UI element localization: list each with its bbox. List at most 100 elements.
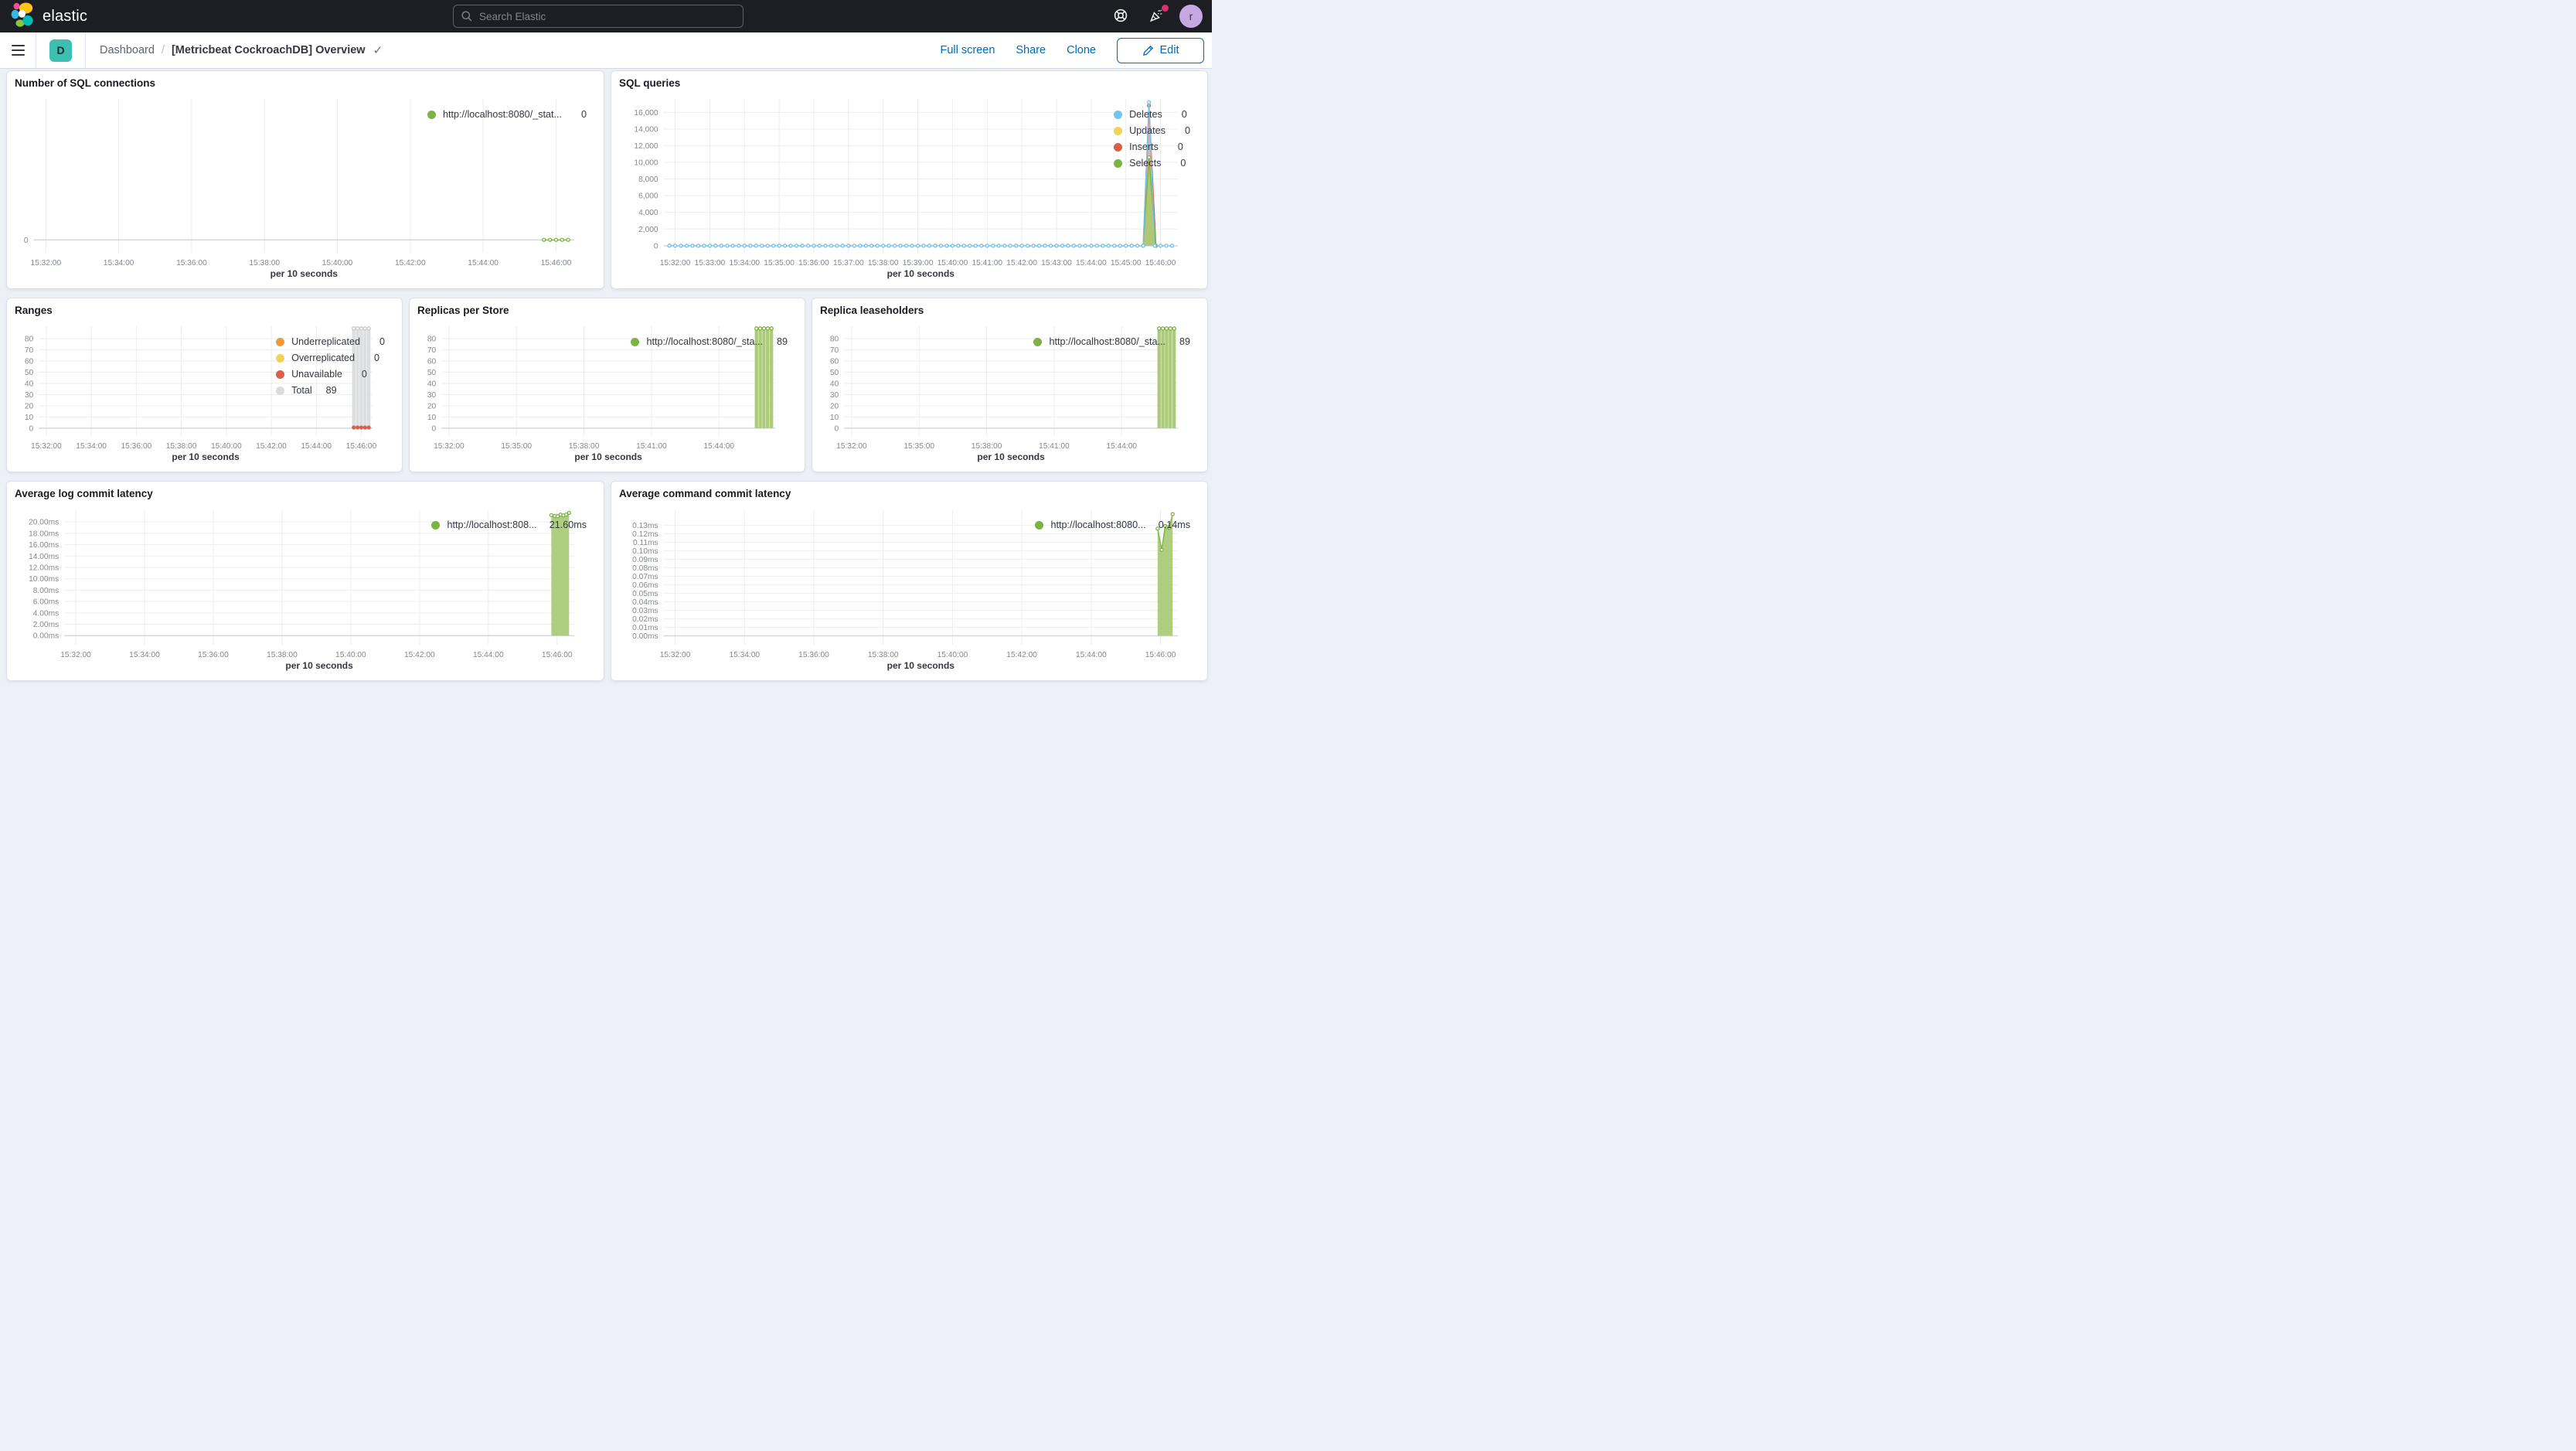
chart-legend: http://localhost:8080... 0.14ms [1030,503,1200,673]
legend-swatch-icon [1033,337,1043,346]
svg-text:0.01ms: 0.01ms [632,624,658,632]
legend-label: Inserts [1129,141,1159,152]
legend-value: 0 [1180,158,1186,169]
legend-item[interactable]: Updates 0 [1114,124,1190,137]
help-button[interactable] [1108,4,1133,29]
toolbar-actions: Full screen Share Clone Edit [940,32,1204,68]
svg-text:15:32:00: 15:32:00 [660,651,691,659]
chart-canvas[interactable]: 0 2,000 4,000 6,000 8,000 10,000 12,000 14,000 1… [619,93,1178,281]
svg-text:15:44:00: 15:44:00 [473,651,504,659]
svg-text:15:32:00: 15:32:00 [60,651,91,659]
svg-text:15:41:00: 15:41:00 [1039,442,1070,451]
svg-text:20: 20 [830,402,839,410]
user-avatar[interactable]: r [1179,5,1203,28]
svg-text:15:38:00: 15:38:00 [868,259,899,267]
svg-text:50: 50 [427,369,437,377]
header-actions: r [1108,0,1212,32]
svg-text:15:40:00: 15:40:00 [938,651,968,659]
svg-text:15:46:00: 15:46:00 [1145,259,1176,267]
svg-text:10: 10 [830,414,839,422]
pencil-icon [1142,45,1154,56]
legend-swatch-icon [1114,142,1123,152]
svg-text:15:35:00: 15:35:00 [903,442,934,451]
legend-value: 89 [776,336,788,347]
breadcrumb-dashboard[interactable]: Dashboard [100,44,155,56]
panel-replicas-per-store: Replicas per Store 0 10 20 30 40 50 60 70 80 15:3… [409,298,805,472]
chart-legend: http://localhost:8080/_stat... 0 [423,93,596,281]
svg-text:15:32:00: 15:32:00 [434,442,464,451]
chart-canvas[interactable]: 0.00ms 2.00ms 4.00ms 6.00ms 8.00ms 10.00ms 12.… [15,503,574,673]
legend-label: Selects [1129,158,1162,169]
legend-item[interactable]: Overreplicated 0 [276,352,385,364]
edit-button[interactable]: Edit [1117,37,1204,63]
legend-item[interactable]: http://localhost:8080/_sta... 89 [631,336,788,348]
chart-canvas[interactable]: 0 10 20 30 40 50 60 70 80 15:32:00 15:35:00 15:38:0… [820,320,1178,464]
svg-text:15:35:00: 15:35:00 [501,442,532,451]
svg-text:15:33:00: 15:33:00 [695,259,726,267]
svg-text:40: 40 [427,380,437,388]
svg-text:15:36:00: 15:36:00 [798,651,829,659]
svg-text:10: 10 [427,414,437,422]
chart-canvas[interactable]: 0 10 20 30 40 50 60 70 80 15:32:00 15:34:00 15:36:0… [15,320,377,464]
legend-swatch-icon [631,337,640,346]
chart-canvas[interactable]: 0 10 20 30 40 50 60 70 80 15:32:00 15:35:00 15:38:0… [417,320,775,464]
legend-label: http://localhost:8080... [1050,519,1146,530]
legend-value: 0 [1181,109,1187,120]
svg-text:10,000: 10,000 [634,158,658,167]
svg-text:15:40:00: 15:40:00 [938,259,968,267]
legend-item[interactable]: http://localhost:8080... 0.14ms [1035,519,1190,531]
legend-swatch-icon [276,386,285,395]
legend-item[interactable]: Inserts 0 [1114,141,1190,153]
legend-item[interactable]: Deletes 0 [1114,108,1190,121]
svg-text:40: 40 [830,380,839,388]
svg-text:15:38:00: 15:38:00 [868,651,899,659]
svg-text:50: 50 [25,369,34,377]
svg-text:15:42:00: 15:42:00 [1006,259,1037,267]
svg-text:60: 60 [830,357,839,366]
chart-canvas[interactable]: 0 15:32:00 15:34:00 15:36:00 15:38:00 15:40:0… [15,93,574,281]
legend-item[interactable]: Selects 0 [1114,157,1190,169]
elastic-home-link[interactable]: elastic [0,2,87,32]
panel-average-command-commit-latency: Average command commit latency 0.00ms 0.0… [611,481,1208,681]
legend-swatch-icon [276,337,285,346]
svg-text:10: 10 [25,414,34,422]
svg-text:0.12ms: 0.12ms [632,530,658,539]
legend-item[interactable]: http://localhost:8080/_sta... 89 [1033,336,1190,348]
newsfeed-button[interactable] [1144,4,1169,29]
legend-item[interactable]: http://localhost:808... 21.60ms [431,519,587,531]
check-icon: ✓ [373,44,383,57]
breadcrumb: Dashboard / [Metricbeat CockroachDB] Ove… [100,44,383,57]
legend-value: 0 [373,353,379,363]
panel-average-log-commit-latency: Average log commit latency 0.00ms 2.00ms 4… [6,481,604,681]
svg-text:10.00ms: 10.00ms [29,575,59,584]
legend-value: 89 [1179,336,1190,347]
svg-text:15:38:00: 15:38:00 [249,259,280,267]
life-ring-icon [1113,8,1128,26]
legend-item[interactable]: Unavailable 0 [276,368,385,380]
legend-value: 89 [325,385,337,396]
legend-item[interactable]: http://localhost:8080/_stat... 0 [427,108,587,121]
search-input[interactable] [479,10,736,22]
full-screen-button[interactable]: Full screen [940,44,995,56]
svg-text:0.07ms: 0.07ms [632,573,658,581]
svg-text:per 10 seconds: per 10 seconds [887,660,955,671]
svg-text:15:44:00: 15:44:00 [1106,442,1137,451]
elastic-logo-icon [11,2,36,32]
global-search[interactable] [453,5,744,28]
svg-text:0: 0 [432,424,437,433]
svg-text:0.05ms: 0.05ms [632,590,658,598]
legend-swatch-icon [427,110,436,119]
share-button[interactable]: Share [1016,44,1046,56]
svg-text:15:34:00: 15:34:00 [129,651,160,659]
legend-item[interactable]: Total 89 [276,384,385,397]
svg-text:60: 60 [427,357,437,366]
legend-value: 0 [580,109,587,120]
chart-canvas[interactable]: 0.00ms 0.01ms 0.02ms 0.03ms 0.04ms 0.05ms 0.06… [619,503,1178,673]
space-switcher[interactable]: D [49,39,72,62]
svg-text:15:44:00: 15:44:00 [703,442,734,451]
svg-text:15:39:00: 15:39:00 [903,259,934,267]
clone-button[interactable]: Clone [1067,44,1096,56]
menu-icon[interactable] [0,32,36,68]
legend-item[interactable]: Underreplicated 0 [276,336,385,348]
svg-text:15:36:00: 15:36:00 [121,442,152,451]
